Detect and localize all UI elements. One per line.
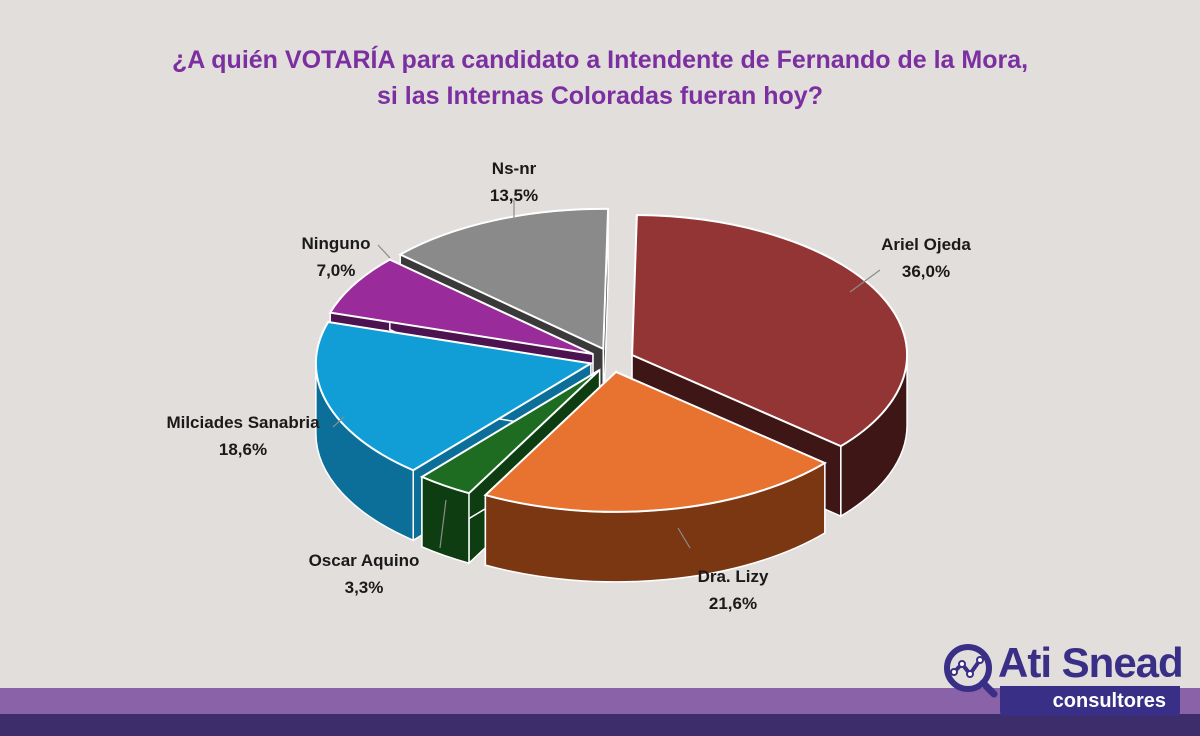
slice-value-label: 7,0% bbox=[317, 261, 356, 280]
leader-line bbox=[332, 416, 345, 428]
pie-slice-ns-nr bbox=[398, 207, 610, 351]
footer-bar-dark bbox=[0, 714, 1200, 736]
chart-title-line1: ¿A quién VOTARÍA para candidato a Intend… bbox=[171, 46, 1029, 74]
logo-name: Ati Snead bbox=[998, 639, 1184, 686]
slice-name-label: Oscar Aquino bbox=[309, 551, 420, 570]
slice-name-label: Dra. Lizy bbox=[698, 567, 769, 586]
chart-title-line2: si las Internas Coloradas fueran hoy? bbox=[377, 82, 823, 110]
slice-value-label: 13,5% bbox=[490, 186, 538, 205]
chart-title: ¿A quién VOTARÍA para candidato a Intend… bbox=[0, 42, 1200, 114]
leader-line bbox=[377, 244, 391, 259]
magnifier-chart-icon bbox=[944, 644, 998, 698]
leader-line bbox=[849, 269, 881, 293]
pie-slice-ninguno bbox=[328, 258, 594, 355]
pie-slice-milciades-sanabria bbox=[314, 320, 594, 472]
pie-slice-dra-lizy bbox=[483, 370, 828, 513]
slice-value-label: 36,0% bbox=[902, 262, 950, 281]
leader-line bbox=[439, 499, 447, 549]
logo-subtitle: consultores bbox=[1000, 686, 1180, 716]
leader-line bbox=[677, 527, 691, 549]
pie-chart: Ariel Ojeda 36,0% Dra. Lizy 21,6% Oscar Aqui… bbox=[166, 159, 971, 613]
pie-slice-ariel-ojeda bbox=[631, 214, 909, 448]
slice-name-label: Ariel Ojeda bbox=[881, 235, 971, 254]
slice-value-label: 3,3% bbox=[345, 578, 384, 597]
pie-slice-oscar-aquino bbox=[419, 369, 601, 495]
slice-value-label: 18,6% bbox=[219, 440, 267, 459]
slice-name-label: Ninguno bbox=[302, 234, 371, 253]
slice-name-label: Ns-nr bbox=[492, 159, 537, 178]
slice-name-label: Milciades Sanabria bbox=[166, 413, 320, 432]
slice-value-label: 21,6% bbox=[709, 594, 757, 613]
company-logo: Ati Snead consultores bbox=[940, 638, 1190, 718]
